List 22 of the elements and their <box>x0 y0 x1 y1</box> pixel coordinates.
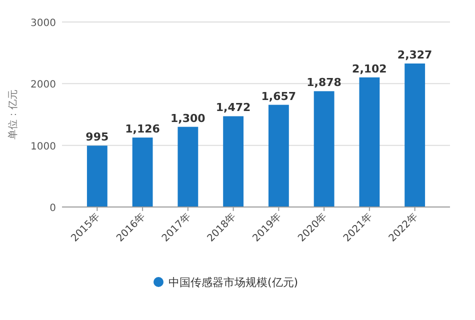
y-tick-label: 3000 <box>30 18 56 29</box>
data-label: 1,878 <box>306 76 342 90</box>
data-label: 1,657 <box>261 90 296 103</box>
bar <box>132 138 153 207</box>
y-tick-label: 0 <box>50 203 56 214</box>
bar <box>359 77 380 207</box>
y-axis-title: 单位：亿元 <box>7 90 19 140</box>
y-tick-label: 2000 <box>30 80 56 91</box>
bar <box>268 104 289 207</box>
data-label: 2,327 <box>397 48 432 62</box>
bar <box>404 64 426 207</box>
legend-label: 中国传感器市场规模(亿元) <box>168 276 298 289</box>
bar <box>223 116 244 207</box>
y-tick-label: 1000 <box>30 141 56 152</box>
data-label: 1,300 <box>170 112 206 125</box>
bar <box>178 126 198 207</box>
data-label: 2,102 <box>352 62 387 76</box>
data-label: 995 <box>86 130 109 144</box>
data-label: 1,472 <box>216 101 251 114</box>
bar <box>314 91 334 207</box>
data-label: 1,126 <box>125 122 160 136</box>
bar <box>86 146 108 207</box>
